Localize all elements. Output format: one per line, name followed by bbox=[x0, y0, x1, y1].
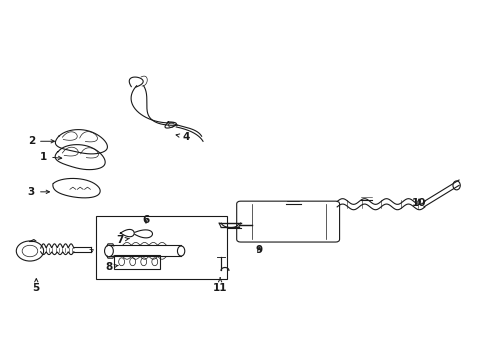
Text: 9: 9 bbox=[255, 245, 262, 255]
Text: 3: 3 bbox=[28, 187, 49, 197]
Text: 2: 2 bbox=[28, 136, 54, 146]
Text: 11: 11 bbox=[212, 278, 227, 293]
Bar bbox=[96, 216, 226, 279]
Text: 5: 5 bbox=[33, 279, 40, 293]
Text: 4: 4 bbox=[176, 132, 189, 142]
Text: 10: 10 bbox=[411, 198, 426, 208]
Text: 8: 8 bbox=[105, 262, 118, 272]
Text: 1: 1 bbox=[40, 152, 61, 162]
Text: 7: 7 bbox=[116, 235, 129, 245]
Text: 6: 6 bbox=[142, 215, 149, 225]
Bar bbox=[114, 255, 160, 269]
